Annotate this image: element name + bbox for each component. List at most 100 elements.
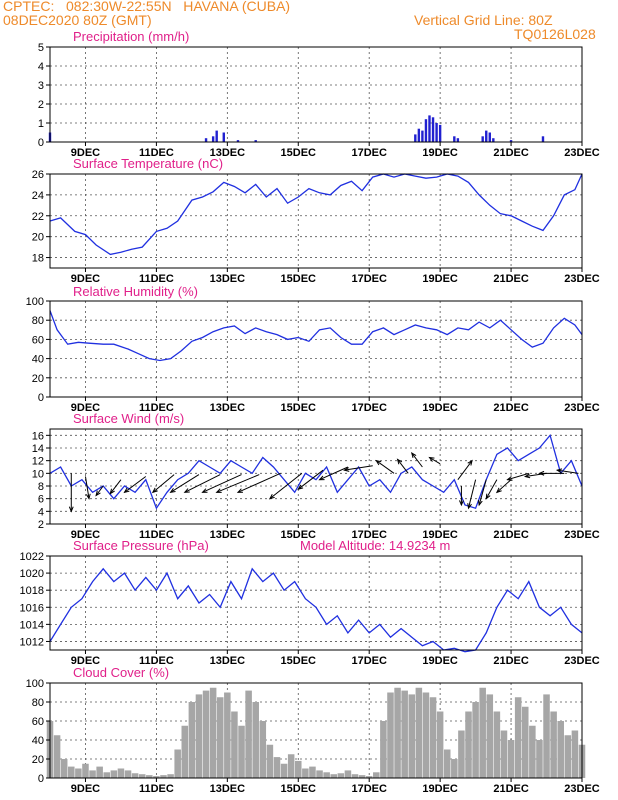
wind-arrow xyxy=(170,474,200,493)
wind-arrow xyxy=(124,476,147,493)
wind-arrow-head xyxy=(268,494,275,500)
wind-arrow xyxy=(457,460,473,480)
precip-bar xyxy=(456,138,460,142)
wind-arrow-head xyxy=(538,470,545,476)
x-tick-label: 15DEC xyxy=(281,783,317,795)
cloud-bar xyxy=(167,774,174,778)
wind-arrow-head xyxy=(555,468,563,474)
panel-title: Surface Wind (m/s) xyxy=(73,411,184,426)
wind-arrow xyxy=(216,474,260,493)
cloud-bar xyxy=(507,740,515,778)
cloud-bar xyxy=(138,774,146,778)
x-tick-label: 19DEC xyxy=(422,783,458,795)
x-tick-label: 17DEC xyxy=(351,783,387,795)
cloud-bar xyxy=(500,730,508,778)
cloud-bar xyxy=(443,749,451,778)
cloud-bar xyxy=(89,770,96,778)
plot-frame xyxy=(49,300,583,398)
cloud-bar xyxy=(514,697,522,778)
x-tick-label: 13DEC xyxy=(210,147,246,159)
wind-arrow xyxy=(237,472,281,493)
panel-1: 0 1 2 3 4 5 9DEC 11DEC 13DEC 15DEC 17DEC 19DEC 21DEC… xyxy=(38,29,600,159)
x-tick-label: 17DEC xyxy=(351,655,387,667)
panel-3: 0 20 40 60 80 100 9DEC 11DEC 13DEC 15DEC 17DEC 19DE… xyxy=(26,284,600,414)
cloud-bar xyxy=(195,694,203,778)
cloud-bar xyxy=(451,759,458,778)
plot-frame xyxy=(49,46,583,143)
y-tick-label: 4 xyxy=(38,506,44,518)
x-tick-label: 23DEC xyxy=(564,273,600,285)
x-tick-label: 9DEC xyxy=(71,273,100,285)
precip-bar xyxy=(481,136,484,142)
wind-arrow-head xyxy=(183,488,190,493)
cloud-bar xyxy=(259,721,267,778)
wind-arrow xyxy=(485,479,498,499)
y-tick-label: 60 xyxy=(32,334,44,346)
y-tick-label: 40 xyxy=(32,354,44,366)
cloud-bar xyxy=(493,711,501,778)
x-tick-label: 13DEC xyxy=(210,273,246,285)
wind-arrow xyxy=(269,472,303,500)
precip-bar xyxy=(222,132,225,142)
wind-arrow xyxy=(297,469,324,490)
y-tick-label: 4 xyxy=(38,61,44,73)
cloud-bar xyxy=(302,768,309,778)
wind-arrow xyxy=(507,472,529,481)
y-tick-label: 10 xyxy=(32,468,44,480)
cloud-bar xyxy=(209,687,217,778)
wind-arrow xyxy=(84,476,90,499)
wind-arrow xyxy=(344,465,373,471)
header-date: 08DEC2020 80Z (GMT) xyxy=(3,12,152,28)
x-tick-label: 21DEC xyxy=(493,147,529,159)
x-tick-label: 23DEC xyxy=(564,655,600,667)
x-tick-label: 15DEC xyxy=(281,273,317,285)
cloud-bar xyxy=(529,725,536,778)
wind-arrow-head xyxy=(201,488,208,493)
x-tick-label: 9DEC xyxy=(71,655,100,667)
x-tick-label: 11DEC xyxy=(139,529,174,541)
y-tick-label: 40 xyxy=(32,735,44,747)
header-grid-line: Vertical Grid Line: 80Z xyxy=(414,12,553,28)
plot-frame xyxy=(49,555,583,651)
wind-arrow xyxy=(478,479,487,506)
cloud-bar xyxy=(280,763,288,778)
x-tick-label: 23DEC xyxy=(564,402,600,414)
cloud-bar xyxy=(273,757,281,778)
cloud-bar xyxy=(365,776,373,778)
y-tick-label: 18 xyxy=(32,253,44,265)
cloud-bar xyxy=(479,687,486,778)
wind-arrow-head xyxy=(123,487,130,494)
wind-arrow-head xyxy=(151,487,158,494)
y-tick-label: 24 xyxy=(32,190,44,202)
cloud-bar xyxy=(153,776,160,778)
precip-bar xyxy=(428,115,431,142)
panel-title: Cloud Cover (%) xyxy=(73,665,169,680)
wind-arrow-head xyxy=(375,459,382,466)
precip-bar xyxy=(485,130,488,142)
precip-bar xyxy=(435,123,438,142)
y-tick-label: 100 xyxy=(26,296,44,308)
precip-bar xyxy=(211,136,215,142)
wind-arrow-head xyxy=(68,506,74,513)
wind-arrow-head xyxy=(523,473,531,479)
series-line xyxy=(49,433,583,510)
wind-arrow-head xyxy=(318,475,325,481)
cloud-bar xyxy=(351,774,359,778)
cloud-bar xyxy=(124,770,132,778)
x-tick-label: 15DEC xyxy=(281,147,317,159)
x-tick-label: 17DEC xyxy=(351,273,387,285)
wind-arrow xyxy=(496,479,512,493)
precip-bar xyxy=(254,140,257,142)
x-tick-label: 17DEC xyxy=(351,147,387,159)
wind-arrow xyxy=(557,469,579,474)
cloud-bar xyxy=(75,768,82,778)
cloud-bar xyxy=(202,690,210,778)
x-tick-label: 11DEC xyxy=(139,655,174,667)
y-tick-label: 20 xyxy=(32,232,44,244)
x-tick-label: 19DEC xyxy=(422,529,458,541)
cloud-bar xyxy=(174,749,181,778)
model-altitude-note: Model Altitude: 14.9234 m xyxy=(300,538,450,553)
y-tick-label: 1018 xyxy=(20,585,44,597)
cloud-bar xyxy=(521,706,529,778)
